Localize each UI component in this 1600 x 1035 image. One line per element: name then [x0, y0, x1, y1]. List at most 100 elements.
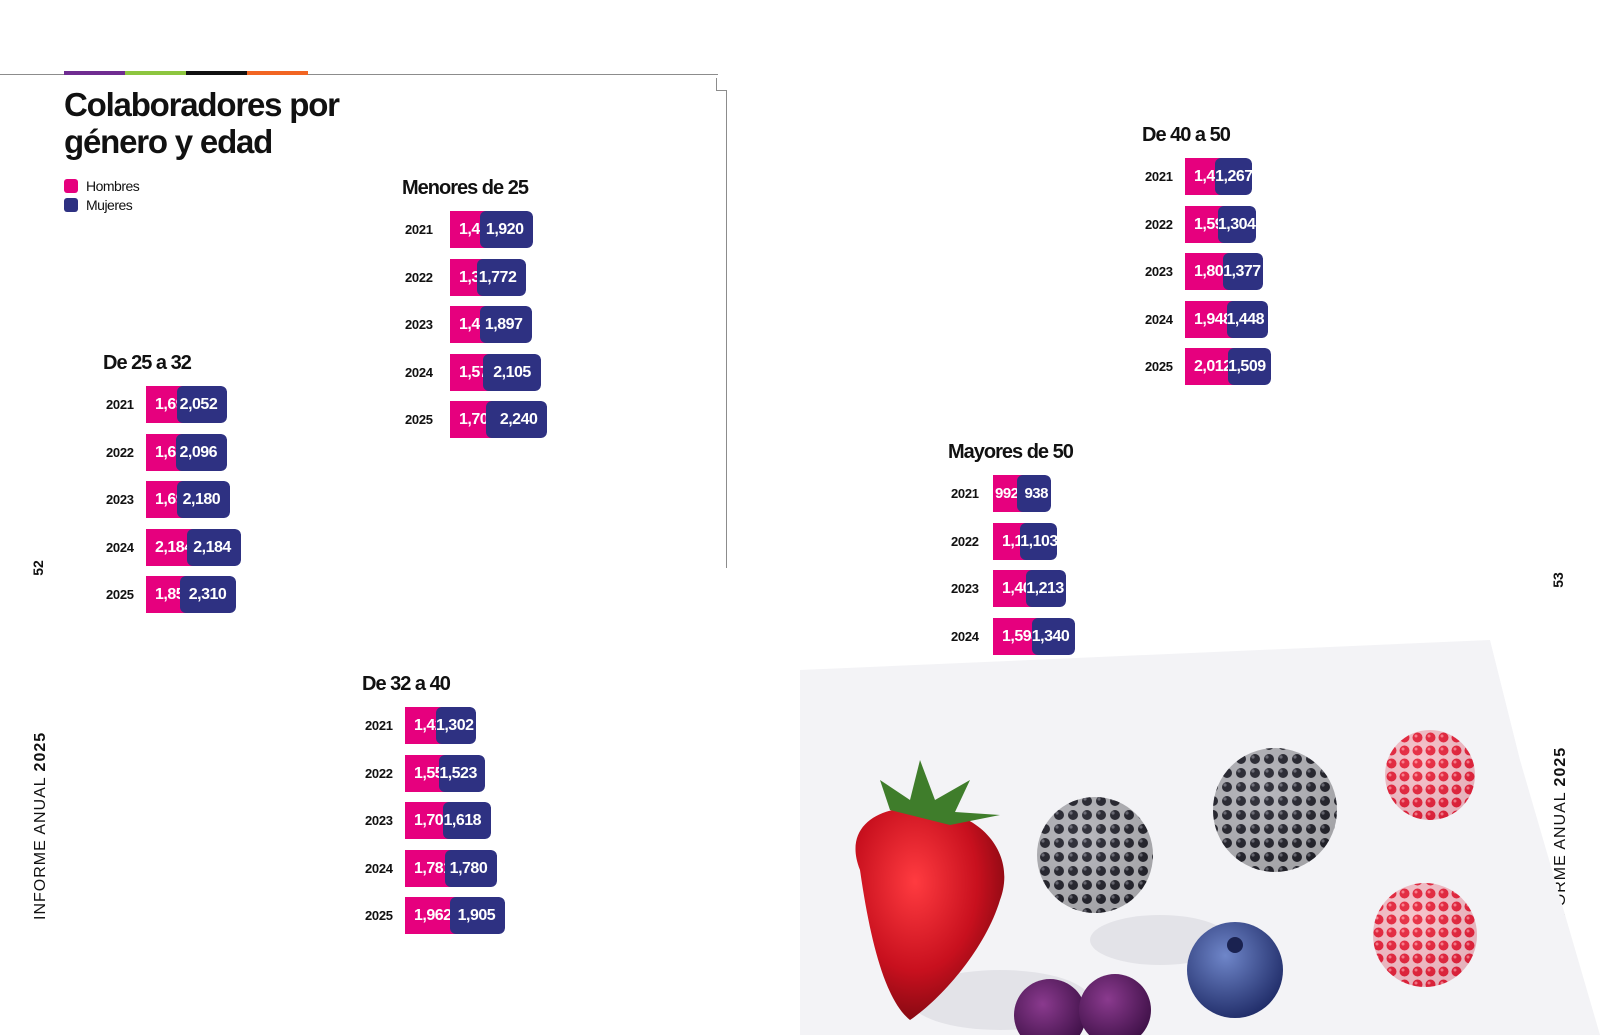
- bar-segment-women: 2,180: [176, 481, 231, 518]
- stacked-bar: 1,482 1,267: [1185, 158, 1253, 195]
- stacked-bar: 1,703 2,240: [450, 401, 548, 438]
- strip-orange: [247, 71, 308, 75]
- stacked-bar: 1,706 1,618: [405, 802, 492, 839]
- stacked-bar: 1,442 1,897: [450, 306, 533, 343]
- berries-photo: [800, 640, 1600, 1035]
- right-rule: [726, 90, 727, 568]
- berries-illustration: [800, 640, 1600, 1035]
- stacked-bar: 1,699 2,180: [146, 481, 231, 518]
- legend-item-women: Mujeres: [64, 195, 139, 214]
- stacked-bar: 1,557 1,523: [405, 754, 485, 792]
- bar-segment-men: 1,962: [405, 897, 456, 934]
- year-label: 2023: [365, 813, 393, 828]
- stacked-bar: 1,460 1,920: [450, 211, 534, 248]
- stacked-bar: 1,1871,103: [993, 522, 1058, 560]
- bar-segment-men: 1,706: [405, 802, 452, 839]
- strip-green: [125, 71, 186, 75]
- stacked-bar: 1,853 2,310: [146, 576, 237, 613]
- legend: Hombres Mujeres: [64, 176, 140, 214]
- year-label: 2021: [405, 222, 433, 237]
- chart-40-a-50: De 40 a 50 2021 1,482 1,267 2022 1,595 1,304 2…: [1142, 122, 1271, 386]
- stacked-bar: 1,595 1,304: [1185, 205, 1256, 243]
- year-label: 2025: [405, 412, 433, 427]
- blueberry-crown: [1227, 937, 1243, 953]
- bar-segment-women: 1,509: [1228, 348, 1271, 385]
- stacked-bar: 2,012 1,509: [1185, 348, 1271, 385]
- bar-segment-men: 1,781: [405, 849, 452, 887]
- bar-segment-women: 1,340: [1031, 617, 1076, 655]
- stacked-bar: 1,598 1,340: [993, 617, 1076, 655]
- chart-rows: 2021 1,692 2,052 2022 1,639 2,096 2023 1,699 2,1…: [103, 376, 241, 614]
- raspberry-shade: [1385, 730, 1475, 820]
- bar-segment-men: 2,184: [146, 528, 194, 566]
- chart-title-menores-25: Menores de 25: [402, 177, 529, 199]
- bar-segment-women: 1,304: [1217, 205, 1256, 243]
- legend-swatch-women: [64, 197, 78, 212]
- bar-segment-men: 1,482: [1185, 158, 1232, 195]
- stacked-bar: 1,781 1,780: [405, 849, 498, 887]
- year-label: 2024: [1145, 311, 1173, 327]
- year-label: 2021: [365, 718, 393, 733]
- legend-item-men: Hombres: [64, 176, 140, 195]
- chart-title-25-a-32: De 25 a 32: [103, 352, 192, 374]
- blackberry-shade: [1213, 748, 1337, 872]
- bar-segment-women: 2,105: [482, 353, 541, 391]
- bar-segment-women: 1,618: [443, 802, 492, 839]
- grape: [1079, 974, 1151, 1035]
- year-label: 2022: [951, 533, 979, 549]
- year-label: 2024: [106, 539, 134, 555]
- year-label: 2021: [951, 486, 979, 501]
- year-label: 2021: [1145, 169, 1173, 184]
- legend-label-women: Mujeres: [86, 196, 133, 213]
- chart-rows: 2021 1,482 1,267 2022 1,595 1,304 2023 1,808 1,3…: [1142, 148, 1271, 386]
- color-strip: [64, 71, 308, 75]
- grape: [1014, 979, 1086, 1035]
- blackberry-shade: [1037, 797, 1153, 913]
- chart-32-a-40: De 32 a 40 2021 1,427 1,302 2022 1,557 1,523 2…: [362, 671, 506, 935]
- year-label: 2022: [405, 269, 433, 285]
- stacked-bar: 1,948 1,448: [1185, 300, 1268, 338]
- legend-swatch-men: [64, 178, 78, 193]
- chart-rows: 2021 1,427 1,302 2022 1,557 1,523 2023 1,706 1,6…: [362, 697, 506, 935]
- year-label: 2023: [405, 317, 433, 332]
- stacked-bar: 1,3191,772: [450, 258, 527, 296]
- bar-segment-women: 1,377: [1223, 253, 1263, 290]
- raspberry-shade: [1373, 883, 1477, 987]
- bar-segment-women: 1,772: [476, 258, 527, 296]
- year-label: 2025: [106, 587, 134, 602]
- strip-black: [186, 71, 247, 75]
- stacked-bar: 1,692 2,052: [146, 386, 228, 423]
- chart-title-32-a-40: De 32 a 40: [362, 673, 451, 695]
- bar-segment-women: 2,096: [175, 433, 228, 471]
- year-label: 2022: [365, 765, 393, 781]
- year-label: 2024: [365, 860, 393, 876]
- bar-segment-women: 1,897: [479, 306, 533, 343]
- year-label: 2023: [1145, 264, 1173, 279]
- year-label: 2025: [365, 908, 393, 923]
- year-label: 2024: [951, 628, 979, 644]
- bar-segment-women: 1,780: [445, 849, 498, 887]
- chart-title-mayores-50: Mayores de 50: [948, 441, 1074, 463]
- year-label: 2022: [1145, 216, 1173, 232]
- stacked-bar: 1,962 1,905: [405, 897, 506, 934]
- stacked-bar: 1,573 2,105: [450, 353, 541, 391]
- stacked-bar: 992 938: [993, 475, 1051, 512]
- bar-segment-men: 1,598: [993, 617, 1040, 655]
- bar-segment-women: 2,310: [180, 576, 237, 613]
- bar-segment-women: 1,523: [439, 754, 485, 792]
- bar-segment-women: 1,920: [480, 211, 534, 248]
- bar-segment-men: 2,012: [1185, 348, 1235, 385]
- left-running-label: INFORME ANUAL 2025: [32, 732, 50, 920]
- stacked-bar: 1,403 1,213: [993, 570, 1067, 607]
- chart-25-a-32: De 25 a 32 2021 1,692 2,052 2022 1,639 2,096 2…: [103, 350, 241, 614]
- year-label: 2021: [106, 397, 134, 412]
- bar-segment-women: 2,184: [187, 528, 241, 566]
- bar-segment-women: 2,240: [486, 401, 548, 438]
- left-page-number: 52: [29, 560, 46, 576]
- stacked-bar: 1,639 2,096: [146, 433, 228, 471]
- bar-segment-women: 1,267: [1215, 158, 1253, 195]
- year-label: 2023: [106, 492, 134, 507]
- bar-segment-men: 1,692: [146, 386, 193, 423]
- year-label: 2025: [1145, 359, 1173, 374]
